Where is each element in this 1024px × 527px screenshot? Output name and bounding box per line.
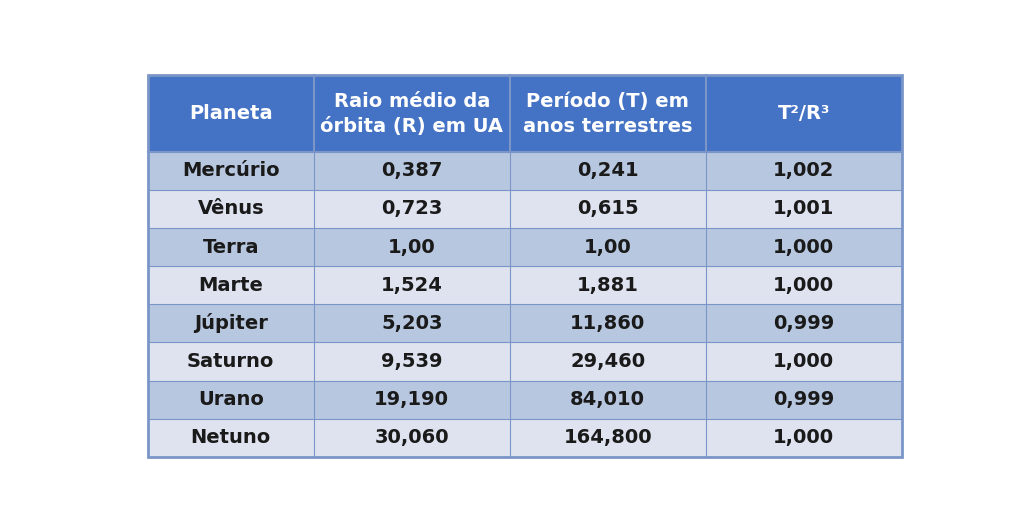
Text: Terra: Terra (203, 238, 259, 257)
Text: 0,723: 0,723 (381, 199, 442, 218)
Text: 30,060: 30,060 (375, 428, 450, 447)
Text: 19,190: 19,190 (374, 390, 450, 409)
Text: Período (T) em
anos terrestres: Período (T) em anos terrestres (523, 92, 692, 135)
Text: Raio médio da
órbita (R) em UA: Raio médio da órbita (R) em UA (321, 92, 503, 135)
Text: 0,615: 0,615 (577, 199, 639, 218)
Bar (147, 304, 902, 343)
Text: T²/R³: T²/R³ (777, 104, 829, 123)
Bar (147, 228, 902, 266)
Text: 1,881: 1,881 (577, 276, 639, 295)
Text: 5,203: 5,203 (381, 314, 442, 333)
Text: Urano: Urano (198, 390, 264, 409)
Text: 0,241: 0,241 (577, 161, 639, 180)
Text: 1,002: 1,002 (773, 161, 835, 180)
Bar (147, 343, 902, 380)
Text: 164,800: 164,800 (563, 428, 652, 447)
Bar (147, 266, 902, 304)
Text: 0,999: 0,999 (773, 390, 835, 409)
Text: 1,00: 1,00 (584, 238, 632, 257)
Text: Netuno: Netuno (190, 428, 271, 447)
Text: 84,010: 84,010 (570, 390, 645, 409)
Bar (147, 152, 902, 190)
Text: Planeta: Planeta (189, 104, 272, 123)
Text: 1,000: 1,000 (773, 276, 835, 295)
Text: 1,00: 1,00 (388, 238, 435, 257)
Text: 1,000: 1,000 (773, 352, 835, 371)
Text: Júpiter: Júpiter (194, 314, 267, 334)
Text: Saturno: Saturno (187, 352, 274, 371)
Text: Vênus: Vênus (198, 199, 264, 218)
Bar (147, 419, 902, 457)
Text: 1,524: 1,524 (381, 276, 442, 295)
Text: 0,387: 0,387 (381, 161, 442, 180)
Text: Mercúrio: Mercúrio (182, 161, 280, 180)
Bar (147, 380, 902, 419)
Text: 9,539: 9,539 (381, 352, 442, 371)
Text: 1,001: 1,001 (773, 199, 835, 218)
Text: Marte: Marte (199, 276, 263, 295)
Text: 29,460: 29,460 (570, 352, 645, 371)
Bar (147, 75, 902, 152)
Text: 0,999: 0,999 (773, 314, 835, 333)
Text: 11,860: 11,860 (570, 314, 645, 333)
Text: 1,000: 1,000 (773, 428, 835, 447)
Text: 1,000: 1,000 (773, 238, 835, 257)
Bar (147, 190, 902, 228)
